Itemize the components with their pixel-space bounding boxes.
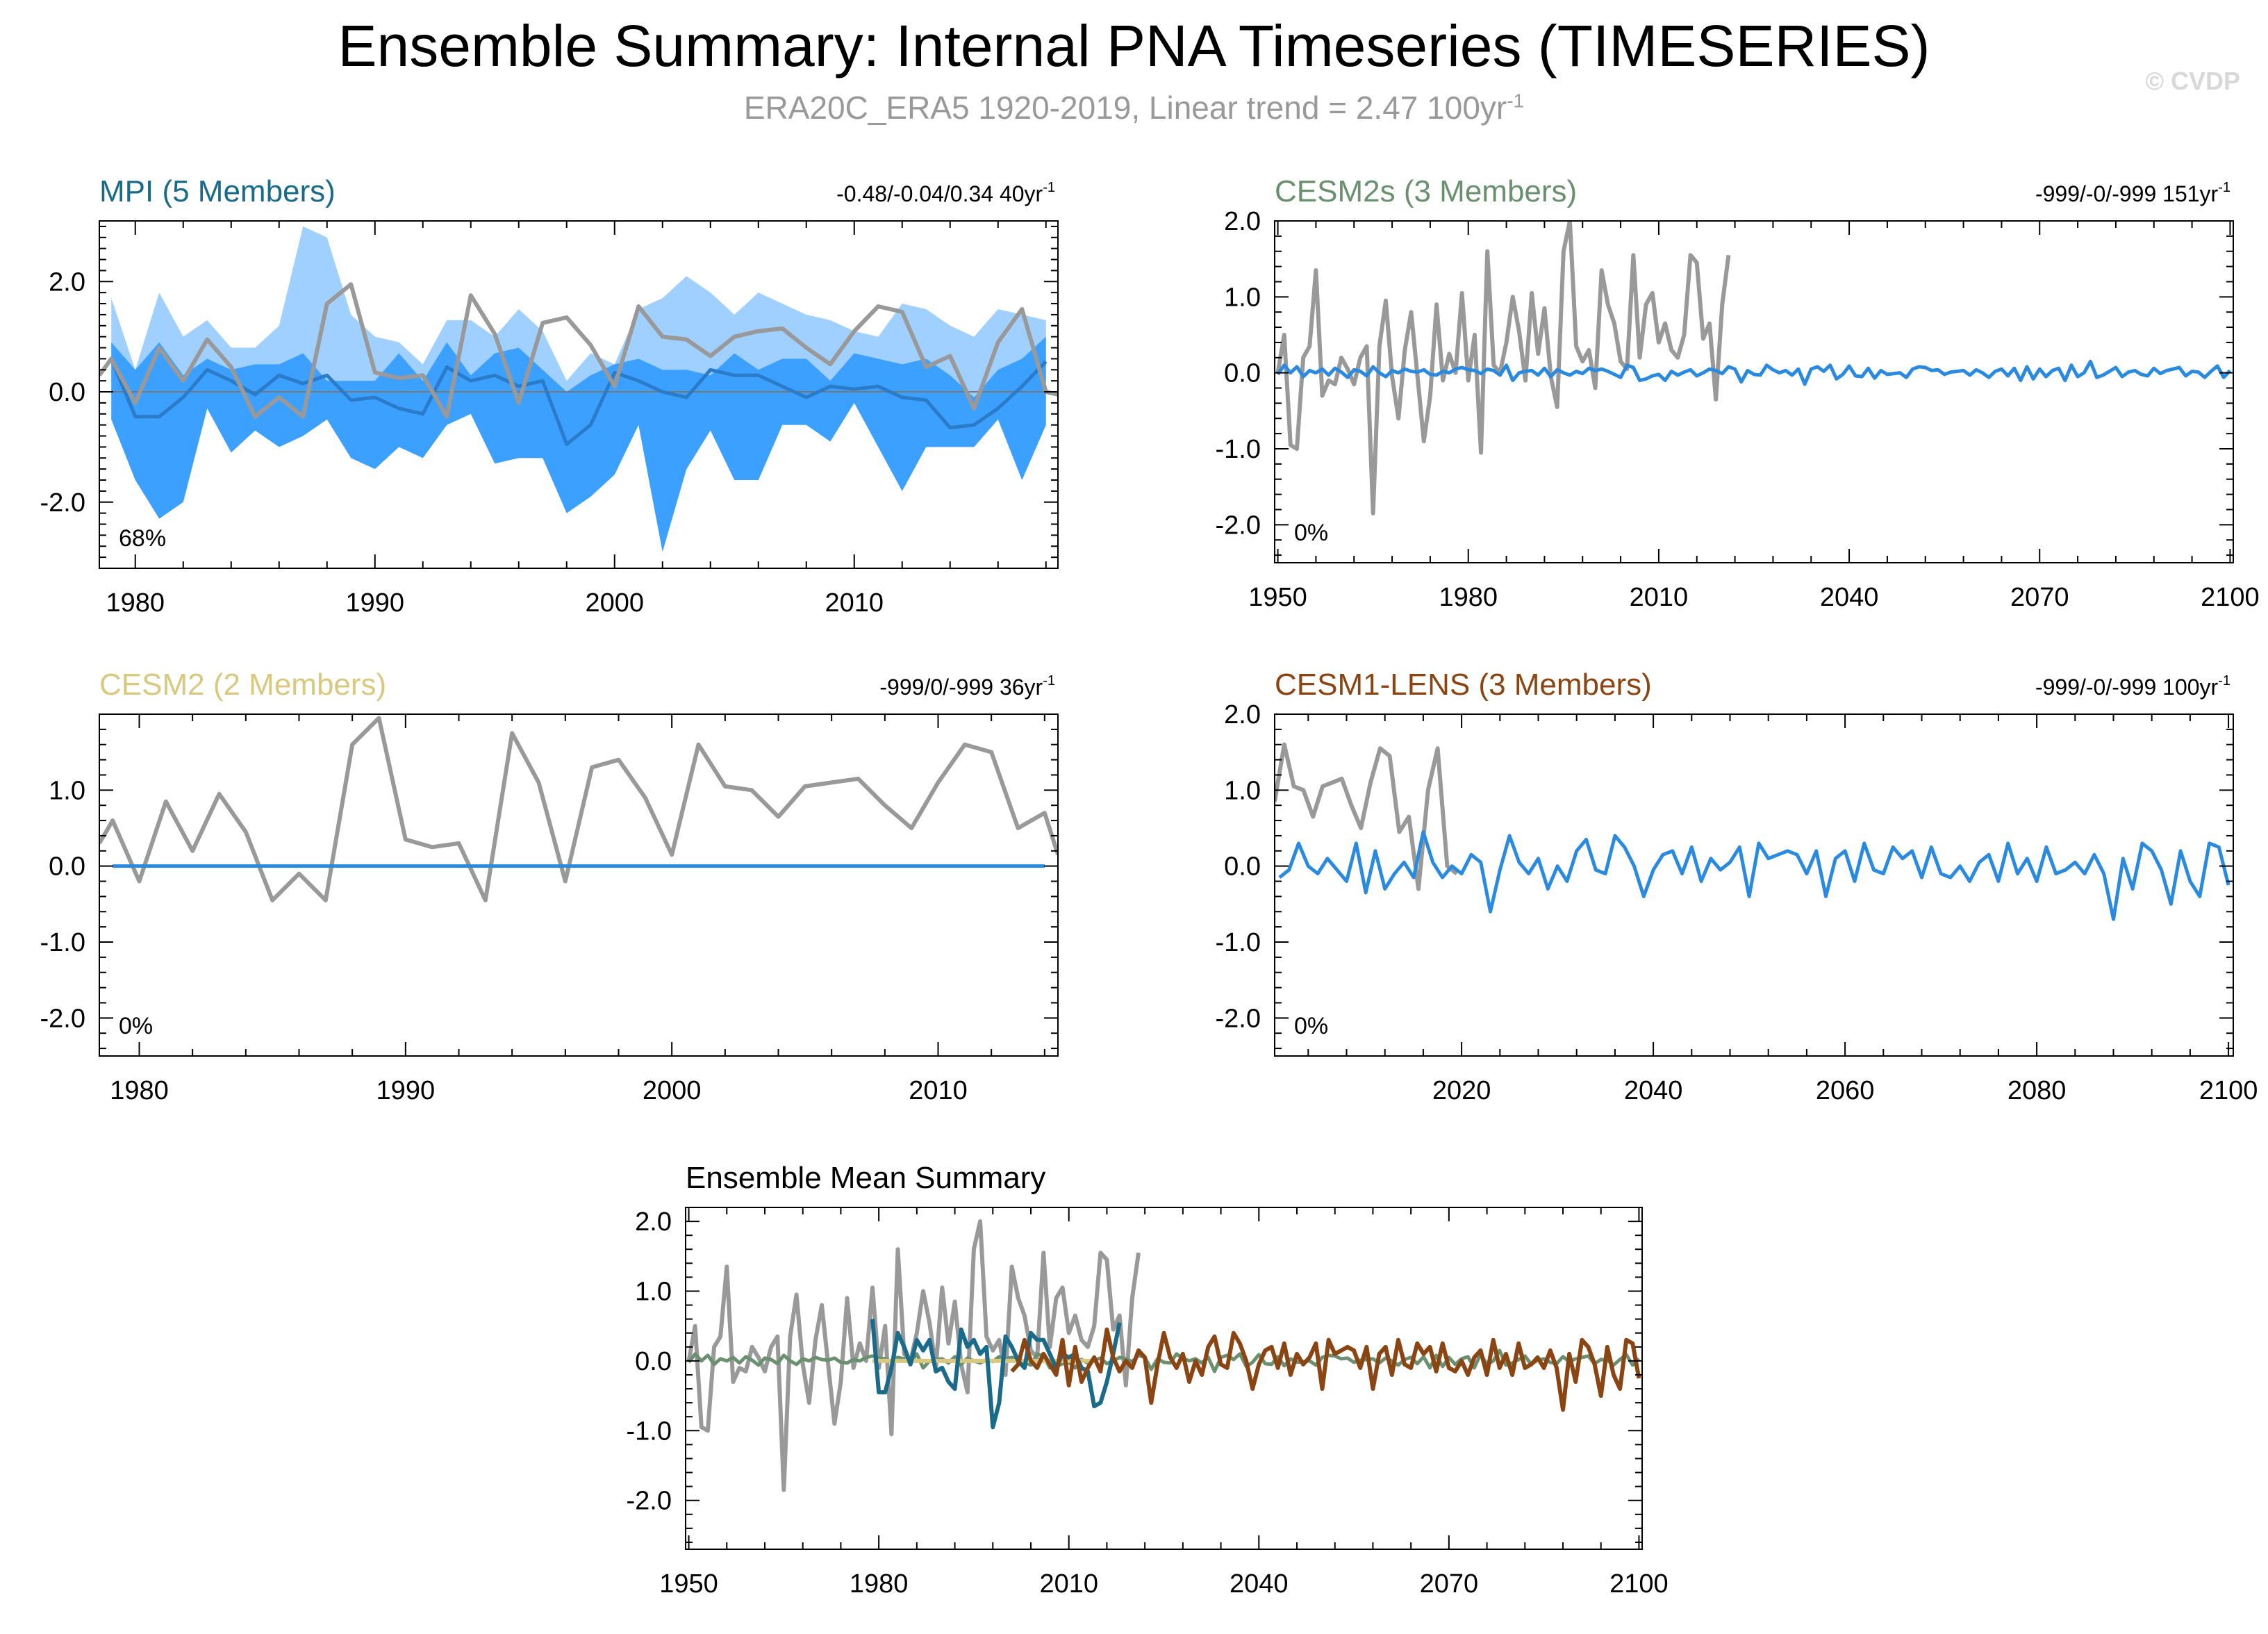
series-line-mpi bbox=[870, 1319, 1122, 1430]
plot-frame bbox=[1274, 220, 2234, 563]
plot-frame bbox=[1274, 713, 2234, 1057]
panel-title: MPI (5 Members) bbox=[99, 174, 336, 208]
x-tick-label: 2040 bbox=[1820, 583, 1879, 612]
y-tick-label: -1.0 bbox=[1216, 435, 1261, 464]
x-tick-label: 2080 bbox=[2008, 1076, 2067, 1105]
x-tick-label: 2070 bbox=[1420, 1569, 1479, 1599]
subtitle-sup: -1 bbox=[1507, 90, 1525, 112]
percent-label: 0% bbox=[1294, 520, 1328, 546]
x-tick-label: 2060 bbox=[1816, 1076, 1875, 1105]
series-line-ensemble-mean bbox=[1278, 830, 2230, 921]
plot-frame bbox=[685, 1207, 1643, 1550]
x-tick-label: 2000 bbox=[585, 588, 644, 618]
x-tick-label: 1980 bbox=[110, 1076, 169, 1105]
x-tick-label: 1990 bbox=[345, 588, 404, 618]
y-tick-label: -2.0 bbox=[1216, 1004, 1261, 1033]
plot-area bbox=[1275, 221, 2232, 515]
series-line-ensemble-mean bbox=[1276, 359, 2232, 386]
percent-label: 68% bbox=[119, 525, 166, 552]
x-tick-label: 2000 bbox=[643, 1076, 702, 1105]
x-tick-label: 2010 bbox=[1630, 583, 1689, 612]
series-line-observations bbox=[1275, 221, 1731, 515]
series-line-observations bbox=[99, 282, 1058, 419]
plot-area bbox=[1275, 742, 2230, 921]
plot-frame bbox=[99, 220, 1059, 569]
x-tick-label: 2100 bbox=[2199, 1076, 2258, 1105]
panel-stats: -999/0/-999 36yr-1 bbox=[879, 673, 1055, 700]
y-tick-label: 2.0 bbox=[1224, 700, 1261, 729]
y-tick-label: 1.0 bbox=[1224, 776, 1261, 805]
panel-title: CESM2 (2 Members) bbox=[99, 668, 386, 702]
x-tick-label: 2040 bbox=[1230, 1569, 1289, 1599]
y-tick-label: 0.0 bbox=[49, 378, 85, 407]
panel-stats: -999/-0/-999 100yr-1 bbox=[2035, 673, 2230, 700]
y-tick-label: -1.0 bbox=[40, 928, 85, 957]
x-tick-label: 2010 bbox=[825, 588, 884, 618]
panel-stats: -0.48/-0.04/0.34 40yr-1 bbox=[836, 180, 1055, 206]
x-tick-label: 2100 bbox=[2201, 583, 2260, 612]
x-tick-label: 2010 bbox=[909, 1076, 968, 1105]
y-tick-label: 0.0 bbox=[49, 852, 85, 882]
series-line-ensemble-mean bbox=[109, 358, 1048, 446]
x-tick-label: 1980 bbox=[106, 588, 165, 618]
plot-frame bbox=[99, 713, 1059, 1057]
y-tick-label: 2.0 bbox=[1224, 207, 1261, 236]
panel-cesm1: CESM1-LENS (3 Members) -999/-0/-999 100yr… bbox=[1216, 668, 2258, 1105]
percent-label: 0% bbox=[119, 1013, 153, 1039]
x-tick-label: 1980 bbox=[850, 1569, 909, 1599]
copyright-watermark: © CVDP bbox=[2145, 67, 2240, 95]
x-tick-label: 1980 bbox=[1439, 583, 1498, 612]
panel-cesm2: CESM2 (2 Members) -999/0/-999 36yr-1 1980 1… bbox=[40, 668, 1059, 1105]
y-tick-label: 0.0 bbox=[635, 1347, 672, 1376]
y-tick-label: -2.0 bbox=[627, 1487, 672, 1516]
panel-title: CESM2s (3 Members) bbox=[1275, 174, 1577, 208]
panel-stats-sup: -1 bbox=[1043, 180, 1055, 195]
panel-stats-sup: -1 bbox=[1043, 673, 1055, 688]
y-tick-label: 0.0 bbox=[1224, 359, 1261, 388]
panel-title: CESM1-LENS (3 Members) bbox=[1275, 668, 1652, 702]
plot-area bbox=[99, 226, 1058, 552]
x-tick-label: 2040 bbox=[1624, 1076, 1683, 1105]
y-tick-label: 1.0 bbox=[635, 1277, 672, 1306]
x-tick-label: 2070 bbox=[2010, 583, 2069, 612]
y-tick-label: -1.0 bbox=[627, 1417, 672, 1446]
x-tick-label: 2010 bbox=[1039, 1569, 1098, 1599]
series-line-observations bbox=[99, 716, 1058, 902]
x-tick-label: 1990 bbox=[376, 1076, 436, 1105]
spread-inner-shade bbox=[111, 336, 1046, 552]
y-tick-label: -2.0 bbox=[40, 1004, 85, 1033]
subtitle-text: ERA20C_ERA5 1920-2019, Linear trend = 2.… bbox=[743, 90, 1507, 126]
y-tick-label: 1.0 bbox=[49, 776, 85, 805]
panel-cesm2s: CESM2s (3 Members) -999/-0/-999 151yr-1 19… bbox=[1216, 174, 2260, 612]
plot-area bbox=[99, 716, 1058, 902]
percent-label: 0% bbox=[1294, 1013, 1328, 1039]
series-line-observations bbox=[1275, 742, 1459, 891]
y-tick-label: -2.0 bbox=[40, 488, 85, 518]
y-tick-label: -1.0 bbox=[1216, 928, 1261, 957]
panel-mpi: MPI (5 Members) -0.48/-0.04/0.34 40yr-1 19… bbox=[40, 174, 1059, 618]
y-tick-label: -2.0 bbox=[1216, 511, 1261, 540]
y-tick-label: 0.0 bbox=[1224, 852, 1261, 882]
panel-title: Ensemble Mean Summary bbox=[686, 1161, 1045, 1195]
y-tick-label: 1.0 bbox=[1224, 283, 1261, 312]
main-title: Ensemble Summary: Internal PNA Timeserie… bbox=[338, 13, 1930, 79]
y-tick-label: 2.0 bbox=[49, 267, 85, 297]
plot-area bbox=[686, 1219, 1641, 1492]
panel-ensemble-mean-summary: Ensemble Mean Summary 1950 1980 2010 2040 207… bbox=[627, 1161, 1669, 1599]
x-tick-label: 1950 bbox=[1248, 583, 1307, 612]
x-tick-label: 2100 bbox=[1609, 1569, 1669, 1599]
panel-stats: -999/-0/-999 151yr-1 bbox=[2035, 180, 2230, 206]
x-tick-label: 2020 bbox=[1432, 1076, 1491, 1105]
series-line-cesm1-lens bbox=[1010, 1327, 1641, 1412]
subtitle: ERA20C_ERA5 1920-2019, Linear trend = 2.… bbox=[0, 89, 2268, 126]
y-tick-label: 2.0 bbox=[635, 1207, 672, 1237]
x-tick-label: 1950 bbox=[659, 1569, 718, 1599]
panel-stats-sup: -1 bbox=[2218, 673, 2230, 688]
panel-stats-sup: -1 bbox=[2218, 180, 2230, 195]
